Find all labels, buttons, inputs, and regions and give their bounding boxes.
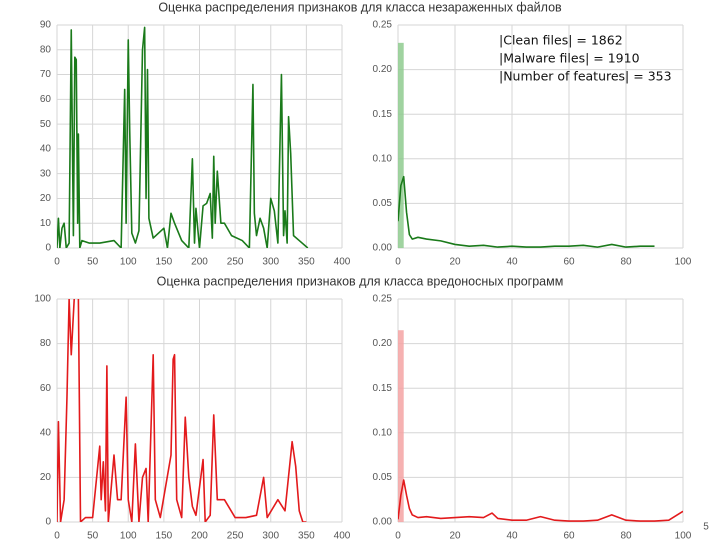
x-tick-label: 150 (156, 531, 173, 540)
x-tick-label: 80 (620, 257, 632, 268)
x-tick-label: 20 (449, 257, 461, 268)
annotation: |Malware files| = 1910 (499, 51, 640, 66)
x-tick-label: 0 (395, 257, 401, 268)
y-tick-label: 0 (45, 243, 51, 254)
x-tick-label: 50 (87, 531, 99, 540)
plot-area (57, 299, 307, 522)
y-tick-label: 0.05 (373, 472, 393, 483)
y-tick-label: 0.20 (373, 338, 393, 349)
y-tick-label: 80 (40, 44, 52, 55)
y-tick-label: 0.20 (373, 64, 393, 75)
x-tick-label: 250 (227, 257, 244, 268)
x-tick-label: 200 (191, 531, 208, 540)
y-tick-label: 80 (40, 338, 52, 349)
y-tick-label: 60 (40, 383, 52, 394)
y-tick-label: 0.10 (373, 153, 393, 164)
y-tick-label: 40 (40, 427, 52, 438)
y-tick-label: 0.00 (373, 517, 393, 528)
x-tick-label: 100 (120, 531, 137, 540)
x-tick-label: 350 (298, 531, 315, 540)
plot-area (398, 42, 655, 248)
x-tick-label: 150 (156, 257, 173, 268)
series-line (398, 479, 683, 522)
x-tick-label: 100 (675, 257, 692, 268)
y-tick-label: 0.15 (373, 383, 393, 394)
x-tick-label: 0 (395, 531, 401, 540)
y-tick-label: 0.05 (373, 198, 393, 209)
y-tick-label: 40 (40, 144, 52, 155)
y-tick-label: 10 (40, 218, 52, 229)
x-tick-label: 300 (262, 257, 279, 268)
histogram-bar (398, 42, 404, 248)
x-tick-label: 60 (563, 257, 575, 268)
x-tick-label: 20 (449, 531, 461, 540)
y-tick-label: 0.15 (373, 109, 393, 120)
x-tick-label: 60 (563, 531, 575, 540)
y-tick-label: 0.25 (373, 294, 393, 305)
y-tick-label: 100 (34, 294, 51, 305)
x-tick-label: 40 (506, 257, 518, 268)
y-tick-label: 0 (45, 517, 51, 528)
y-tick-label: 70 (40, 69, 52, 80)
y-tick-label: 60 (40, 94, 52, 105)
x-tick-label: 400 (334, 257, 351, 268)
x-tick-label: 100 (675, 531, 692, 540)
y-tick-label: 0.25 (373, 20, 393, 31)
annotation: |Number of features| = 353 (499, 69, 672, 84)
x-tick-label: 250 (227, 531, 244, 540)
plot-area (57, 26, 309, 248)
annotation: |Clean files| = 1862 (499, 33, 623, 48)
x-tick-label: 300 (262, 531, 279, 540)
x-tick-label: 200 (191, 257, 208, 268)
chart-title: Оценка распределения признаков для класс… (157, 274, 564, 288)
series-line (57, 26, 309, 248)
series-line (398, 175, 655, 248)
x-tick-label: 400 (334, 531, 351, 540)
y-tick-label: 20 (40, 472, 52, 483)
y-tick-label: 90 (40, 20, 52, 31)
x-tick-label: 0 (54, 257, 60, 268)
slide-number: 5 (703, 522, 709, 533)
x-tick-label: 0 (54, 531, 60, 540)
x-tick-label: 80 (620, 531, 632, 540)
y-tick-label: 0.10 (373, 427, 393, 438)
x-tick-label: 100 (120, 257, 137, 268)
plot-area (398, 330, 683, 522)
chart-title: Оценка распределения признаков для класс… (158, 0, 562, 14)
y-tick-label: 50 (40, 119, 52, 130)
x-tick-label: 50 (87, 257, 99, 268)
x-tick-label: 40 (506, 531, 518, 540)
series-line (57, 299, 307, 522)
y-tick-label: 30 (40, 168, 52, 179)
x-tick-label: 350 (298, 257, 315, 268)
histogram-bar (398, 330, 404, 522)
y-tick-label: 20 (40, 193, 52, 204)
y-tick-label: 0.00 (373, 243, 393, 254)
